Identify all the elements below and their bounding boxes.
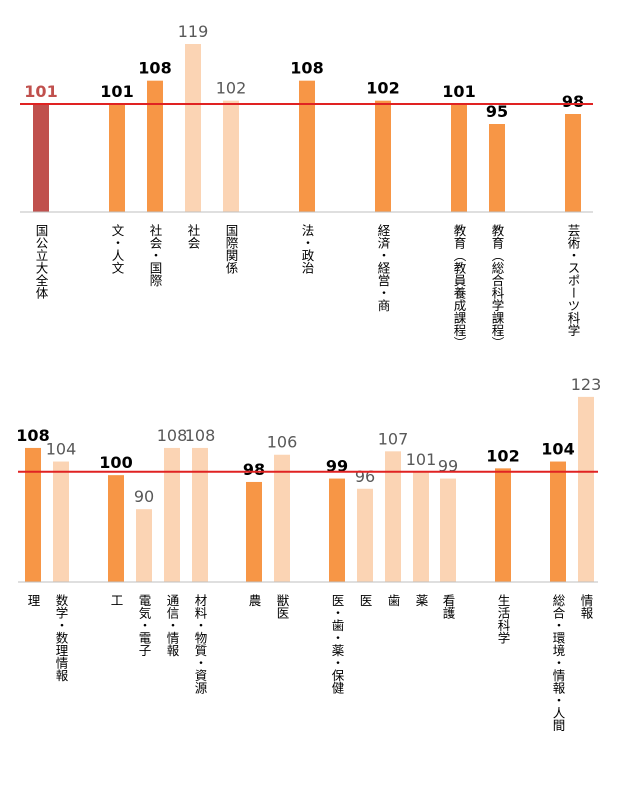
bar — [246, 481, 262, 582]
bar — [385, 451, 401, 582]
category-label: 材料・物質・資源 — [193, 594, 208, 695]
value-label: 102 — [366, 79, 399, 98]
value-label: 101 — [442, 82, 475, 101]
bar — [185, 44, 201, 212]
bar — [578, 396, 594, 582]
category-label: 情報 — [579, 594, 594, 620]
category-label: 工 — [109, 594, 124, 607]
category-label: 経済・経営・商 — [376, 224, 391, 312]
bar — [274, 454, 290, 582]
bar — [147, 80, 163, 213]
category-label: 法・政治 — [300, 224, 315, 274]
value-label: 98 — [562, 92, 584, 111]
bar — [489, 124, 505, 212]
category-label: 社会・国際 — [148, 223, 163, 287]
bar — [440, 478, 456, 582]
bar — [357, 488, 373, 582]
category-label: 農 — [247, 594, 262, 607]
category-label: 生活科学 — [496, 594, 511, 644]
category-label: 国公立大全体 — [34, 224, 49, 300]
value-label: 96 — [355, 467, 375, 486]
value-label: 104 — [46, 440, 77, 459]
category-label: 国際関係 — [224, 224, 239, 274]
category-label: 医 — [358, 594, 373, 607]
bar — [136, 509, 152, 582]
value-label: 108 — [138, 59, 171, 78]
category-label: 教育（教員養成課程） — [452, 223, 467, 349]
value-label: 98 — [243, 460, 265, 479]
value-label: 107 — [378, 429, 409, 448]
bar — [192, 447, 208, 582]
bar — [223, 100, 239, 212]
value-label: 100 — [99, 453, 132, 472]
category-label: 理 — [26, 594, 41, 607]
category-label: 文・人文 — [110, 223, 125, 274]
bar — [495, 468, 511, 582]
value-label: 102 — [216, 79, 247, 98]
value-label: 108 — [157, 426, 188, 445]
value-label: 123 — [571, 375, 602, 394]
value-label: 101 — [100, 82, 133, 101]
category-label: 芸術・スポーツ科学 — [566, 223, 581, 337]
bar — [299, 80, 315, 213]
bar — [565, 114, 581, 212]
value-label: 101 — [24, 82, 57, 101]
value-label: 102 — [486, 446, 519, 465]
bar — [550, 461, 566, 582]
category-label: 薬 — [414, 594, 429, 607]
bar — [413, 471, 429, 582]
value-label: 108 — [290, 59, 323, 78]
category-label: 通信・情報 — [165, 594, 180, 657]
category-label: 電気・電子 — [137, 594, 152, 657]
value-label: 90 — [134, 487, 154, 506]
bar — [329, 478, 345, 582]
bar — [33, 104, 49, 212]
category-label: 歯 — [386, 594, 401, 607]
bar — [164, 447, 180, 582]
category-label: 看護 — [441, 594, 456, 620]
bar — [109, 104, 125, 212]
category-label: 医・歯・薬・保健 — [330, 594, 345, 694]
category-label: 獣医 — [275, 594, 290, 619]
value-label: 108 — [16, 426, 49, 445]
value-label: 104 — [541, 440, 574, 459]
category-label: 総合・環境・情報・人間 — [551, 594, 566, 732]
category-label: 教育（総合科学課程） — [490, 223, 505, 349]
bar — [451, 104, 467, 212]
bar — [108, 475, 124, 582]
value-label: 119 — [178, 22, 209, 41]
value-label: 95 — [486, 102, 508, 121]
value-label: 106 — [267, 433, 298, 452]
value-label: 108 — [185, 426, 216, 445]
category-label: 数学・数理情報 — [54, 593, 69, 682]
bar — [375, 100, 391, 212]
bar — [25, 447, 41, 582]
bar — [53, 461, 69, 582]
category-label: 社会 — [186, 223, 201, 250]
value-label: 101 — [406, 450, 437, 469]
